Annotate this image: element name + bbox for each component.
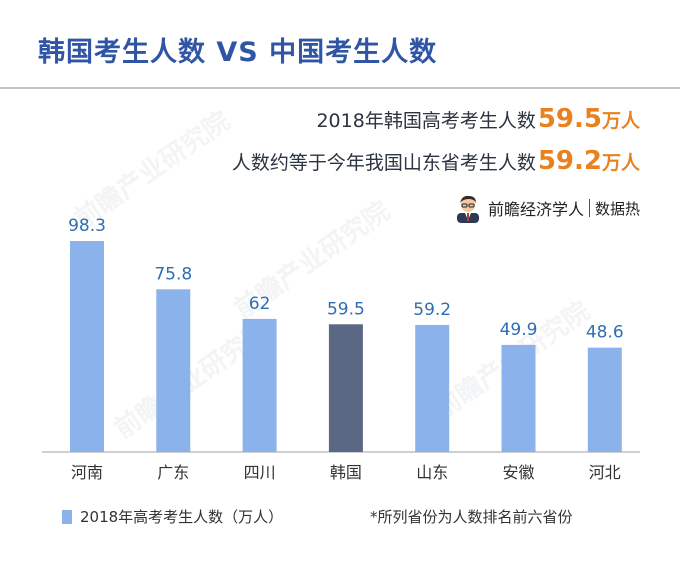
bar — [70, 241, 104, 452]
x-tick-label: 河南 — [71, 463, 103, 482]
brand-sub: 数据热 — [594, 199, 640, 218]
brand-divider — [588, 199, 590, 217]
x-tick-label: 韩国 — [330, 463, 362, 482]
bar-value-label: 75.8 — [154, 264, 192, 284]
bar — [328, 324, 363, 452]
bar-value-label: 59.5 — [327, 299, 365, 319]
brand-name: 前瞻经济学人 — [487, 200, 584, 219]
bar — [156, 289, 191, 452]
headline-korea-text: 2018年韩国高考考生人数 — [316, 110, 536, 132]
headline-shandong-unit: 万人 — [601, 152, 640, 174]
brand: 前瞻经济学人 数据热 — [454, 193, 640, 223]
headline-shandong: 人数约等于今年我国山东省考生人数 59.2 万人 — [232, 146, 640, 176]
headline-korea-unit: 万人 — [601, 110, 640, 132]
bar-value-label: 59.2 — [413, 300, 451, 320]
bar-chart: 98.3 河南 75.8 广东 62 四川 59.5 韩国 59.2 山东 49.9 安徽 48.6 河北 — [42, 216, 640, 482]
bar-value-label: 98.3 — [68, 216, 106, 236]
bar-value-label: 62 — [249, 294, 271, 314]
bar-value-label: 49.9 — [500, 320, 538, 340]
bar-value-label: 48.6 — [586, 323, 624, 343]
bar — [587, 347, 622, 452]
x-tick-label: 广东 — [157, 463, 189, 482]
bar — [242, 318, 277, 452]
x-tick-label: 河北 — [589, 463, 621, 482]
headline-shandong-value: 59.2 — [537, 146, 602, 176]
footnote: *所列省份为人数排名前六省份 — [370, 508, 573, 526]
legend-label: 2018年高考考生人数（万人） — [80, 508, 284, 526]
bar — [501, 344, 536, 452]
x-tick-label: 四川 — [244, 463, 276, 482]
headline-korea-value: 59.5 — [537, 104, 602, 134]
x-tick-label: 安徽 — [502, 463, 534, 482]
title-divider — [0, 87, 680, 89]
page-title: 韩国考生人数 VS 中国考生人数 — [38, 37, 438, 68]
x-tick-label: 山东 — [416, 463, 448, 482]
legend-swatch — [62, 509, 72, 524]
headline-shandong-text: 人数约等于今年我国山东省考生人数 — [231, 152, 536, 174]
avatar-icon — [456, 195, 479, 223]
legend: 2018年高考考生人数（万人） — [62, 506, 283, 527]
bar — [415, 324, 450, 452]
headline-korea: 2018年韩国高考考生人数 59.5 万人 — [316, 104, 640, 134]
